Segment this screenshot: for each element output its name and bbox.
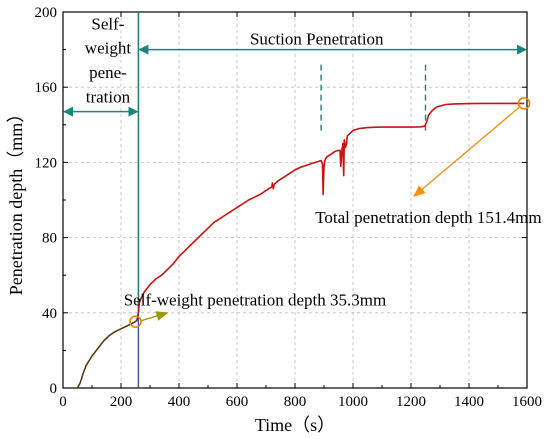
y-tick-label: 0 <box>50 381 58 397</box>
annotations: Suction Penetration Self-weight pene-trati… <box>85 14 542 328</box>
x-tick-label: 600 <box>226 394 249 410</box>
y-tick-label: 200 <box>35 5 58 21</box>
self-weight-phase-label-line: pene- <box>89 63 127 82</box>
y-tick-label: 120 <box>35 155 58 171</box>
y-tick-label: 40 <box>42 306 57 322</box>
total-depth-marker <box>517 97 531 110</box>
series-group <box>76 102 525 389</box>
phase-separators <box>63 12 527 388</box>
x-tick-label: 800 <box>284 394 307 410</box>
x-tick-label: 1200 <box>396 394 426 410</box>
x-axis-title: Time（s） <box>255 415 335 435</box>
self-weight-phase-label-line: weight <box>85 39 132 58</box>
x-tick-label: 400 <box>168 394 191 410</box>
self-weight-phase-label-line: Self- <box>91 14 124 33</box>
x-tick-label: 1000 <box>338 394 368 410</box>
total-depth-label: Total penetration depth 151.4mm <box>315 208 541 227</box>
axis-ticks <box>62 11 528 389</box>
suction-phase-label: Suction Penetration <box>250 29 384 48</box>
y-tick-label: 80 <box>42 231 57 247</box>
self-weight-depth-label: Self-weight penetration depth 35.3mm <box>124 291 387 310</box>
series-line-self-weight <box>76 312 140 389</box>
self-weight-depth-marker <box>129 315 142 328</box>
total-depth-arrow <box>413 106 520 197</box>
series-line-suction <box>137 102 525 313</box>
x-tick-label: 1400 <box>454 394 484 410</box>
x-tick-labels: 0 200 400 600 800 1000 1200 1400 1600 <box>59 394 542 410</box>
x-tick-label: 200 <box>110 394 133 410</box>
x-tick-label: 1600 <box>512 394 542 410</box>
x-tick-label: 0 <box>59 394 67 410</box>
y-axis-title: Penetration depth（mm） <box>6 105 26 295</box>
y-tick-label: 160 <box>35 80 58 96</box>
self-weight-depth-arrow <box>141 311 169 322</box>
self-weight-phase-label-line: tration <box>86 88 131 107</box>
y-tick-labels: 0 40 80 120 160 200 <box>35 5 58 397</box>
grid-lines <box>63 12 527 388</box>
